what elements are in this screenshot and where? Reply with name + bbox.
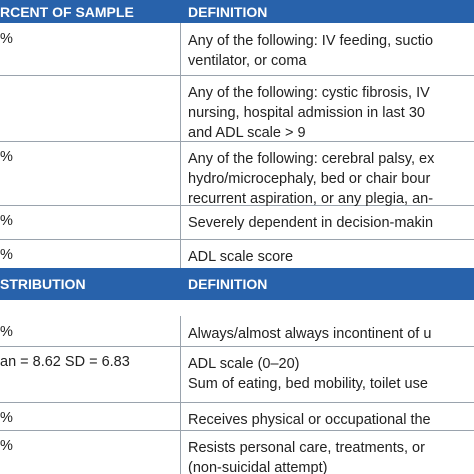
table-row: % Always/almost always incontinent of u [0,316,474,347]
definition-line: Receives physical or occupational the [188,412,431,428]
table-row: Any of the following: cystic fibrosis, I… [0,75,474,142]
header-cell: STRIBUTION [0,276,86,292]
value-cell: % [0,324,13,340]
value-cell: % [0,213,13,229]
definition-line: Resists personal care, treatments, or [188,440,425,456]
section-header: RCENT OF SAMPLE DEFINITION [0,0,474,23]
definition-line: ADL scale (0–20) [188,356,300,372]
table-row: % Severely dependent in decision-makin [0,205,474,240]
definition-line: Any of the following: cystic fibrosis, I… [188,85,430,101]
definition-cell: ADL scale score [188,247,293,267]
value-cell: % [0,410,13,426]
table-row: an = 8.62 SD = 6.83 ADL scale (0–20) Sum o… [0,346,474,403]
definition-line: hydro/microcephaly, bed or chair bour [188,171,431,187]
definition-line: Any of the following: IV feeding, suctio [188,33,434,49]
definition-line: recurrent aspiration, or any plegia, an- [188,191,434,207]
table-row: % Receives physical or occupational the [0,402,474,431]
definition-cell: Receives physical or occupational the [188,410,431,430]
table-row: % Resists personal care, treatments, or (n… [0,430,474,474]
definition-line: Sum of eating, bed mobility, toilet use [188,376,428,392]
header-cell: DEFINITION [188,276,268,292]
table-row: % Any of the following: IV feeding, sucti… [0,23,474,76]
definition-line: ADL scale score [188,249,294,265]
column-divider [180,316,181,474]
definition-cell: Any of the following: IV feeding, suctio… [188,31,433,71]
definition-line: (non-suicidal attempt) [188,460,328,474]
section-header: STRIBUTION DEFINITION [0,268,474,300]
value-cell: % [0,247,13,263]
value-cell: % [0,438,13,454]
value-cell: an = 8.62 SD = 6.83 [0,354,130,370]
definition-line: Any of the following: cerebral palsy, ex [188,151,435,167]
column-divider [180,23,181,270]
value-cell: % [0,149,13,165]
definition-cell: ADL scale (0–20) Sum of eating, bed mobil… [188,354,428,394]
definition-cell: Severely dependent in decision-makin [188,213,433,233]
value-cell: % [0,31,13,47]
header-cell: RCENT OF SAMPLE [0,3,134,20]
header-cell: DEFINITION [188,3,268,20]
definition-line: ventilator, or coma [188,53,307,69]
table-row: % Any of the following: cerebral palsy, e… [0,141,474,209]
definition-line: nursing, hospital admission in last 30 [188,105,425,121]
definition-cell: Always/almost always incontinent of u [188,324,431,344]
definition-cell: Resists personal care, treatments, or (no… [188,438,425,474]
definition-cell: Any of the following: cerebral palsy, ex… [188,149,434,209]
definition-line: and ADL scale > 9 [188,125,306,141]
definition-line: Severely dependent in decision-makin [188,215,434,231]
definition-cell: Any of the following: cystic fibrosis, I… [188,83,430,143]
definition-line: Always/almost always incontinent of u [188,326,432,342]
table-row: % ADL scale score [0,239,474,271]
